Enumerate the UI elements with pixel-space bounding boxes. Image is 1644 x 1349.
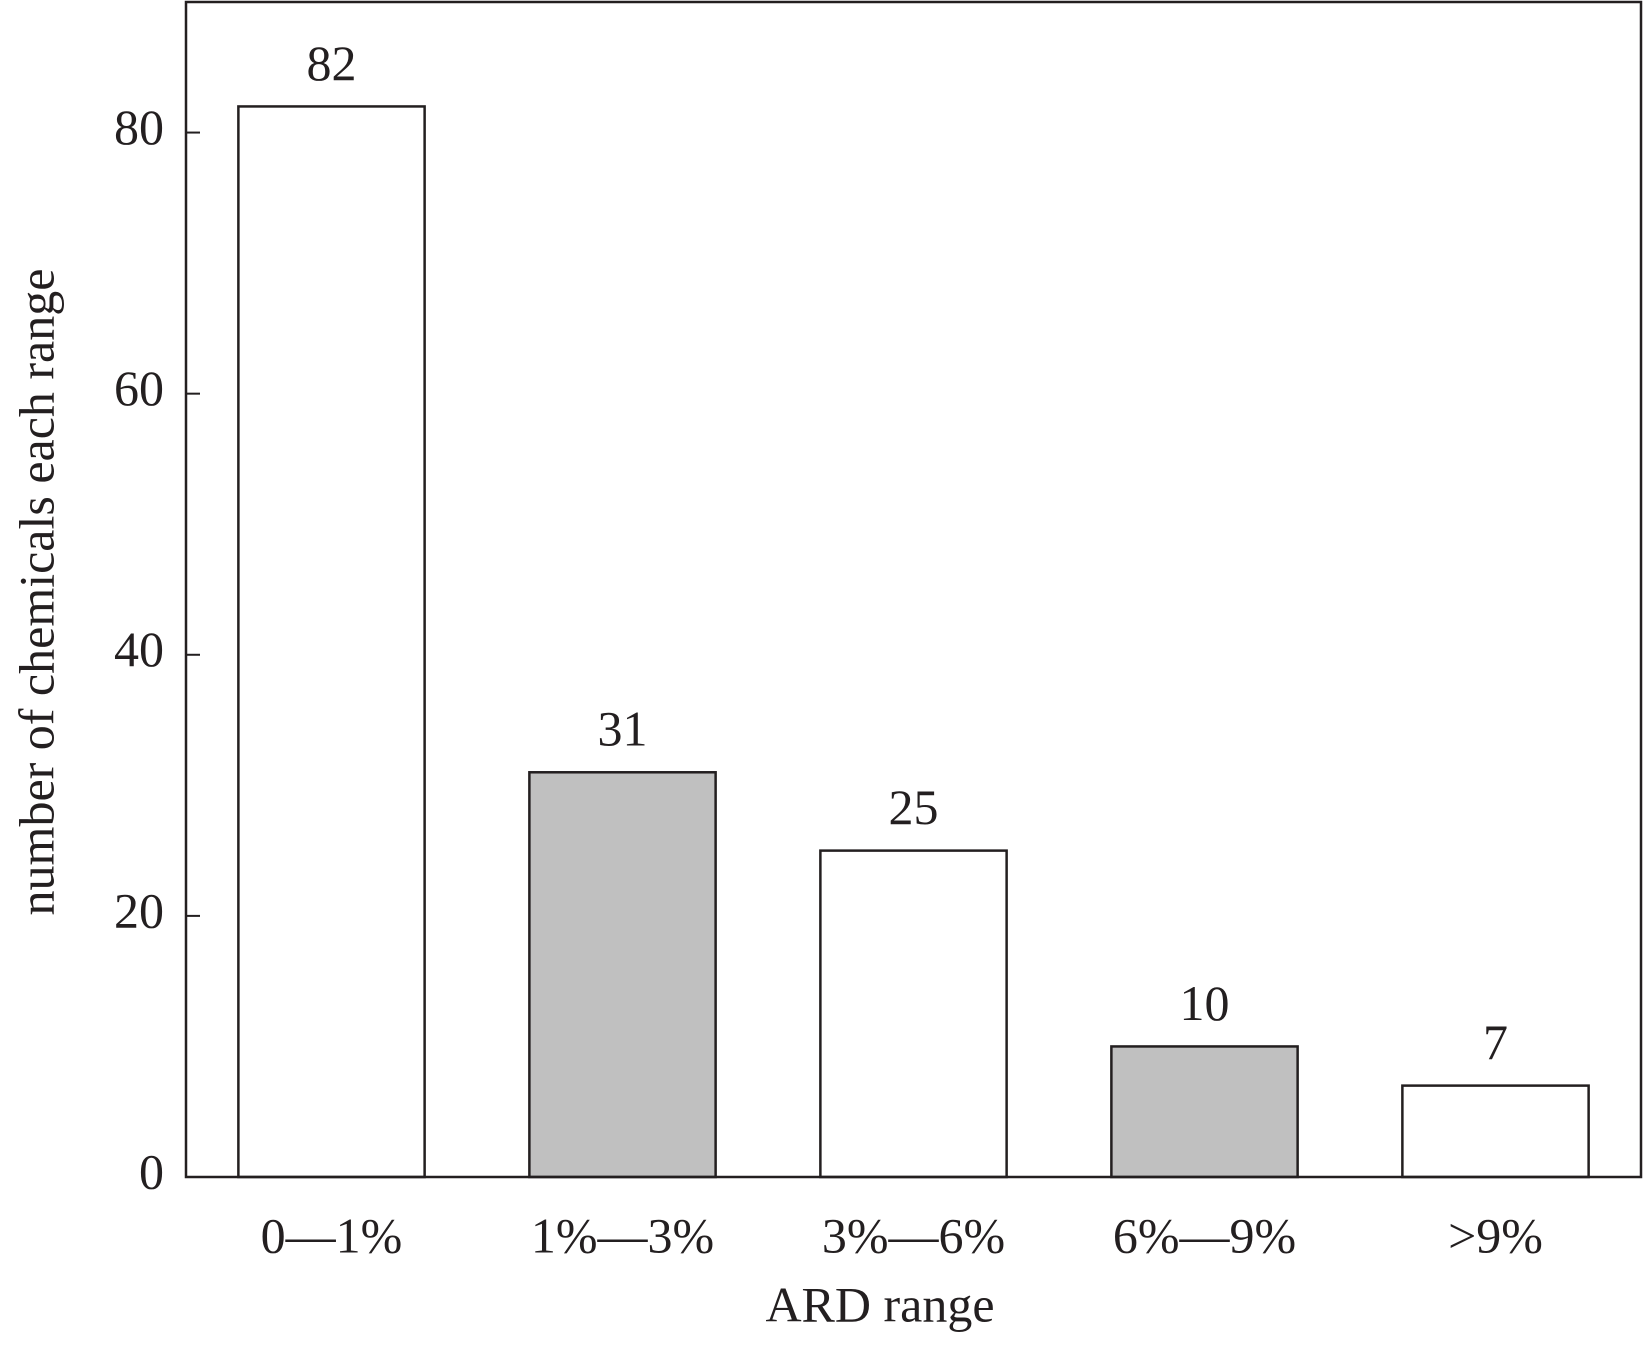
- bar: [1110, 1045, 1299, 1179]
- value-label: 25: [889, 779, 939, 835]
- x-tick-label: 0—1%: [261, 1207, 403, 1263]
- x-axis-label: ARD range: [765, 1276, 994, 1332]
- y-tick-label: 0: [139, 1143, 164, 1199]
- bar: [1401, 1084, 1590, 1179]
- value-label: 10: [1180, 975, 1230, 1031]
- x-tick-label: 1%—3%: [531, 1207, 714, 1263]
- value-label: 31: [598, 701, 648, 757]
- y-axis-label: number of chemicals each range: [8, 269, 64, 916]
- x-tick-label: 3%—6%: [822, 1207, 1005, 1263]
- y-tick-label: 40: [114, 621, 164, 677]
- plot-frame: [184, 0, 1643, 1179]
- y-tick-label: 20: [114, 882, 164, 938]
- x-tick-label: 6%—9%: [1113, 1207, 1296, 1263]
- bar: [819, 849, 1008, 1179]
- x-tick-label: >9%: [1448, 1207, 1543, 1263]
- bar: [528, 771, 717, 1179]
- y-tick-label: 60: [114, 360, 164, 416]
- value-label: 82: [307, 35, 357, 91]
- bar: [237, 105, 426, 1179]
- y-tick-label: 80: [114, 99, 164, 155]
- value-label: 7: [1483, 1014, 1508, 1070]
